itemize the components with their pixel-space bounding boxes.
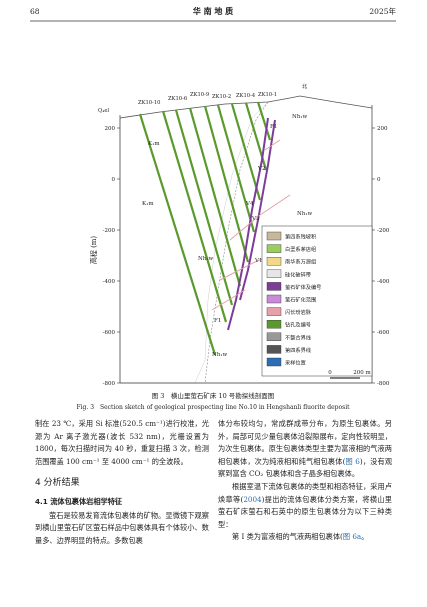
top-label: ZK10-6 <box>168 96 187 102</box>
terrain <box>119 95 373 119</box>
legend-swatch <box>266 269 282 278</box>
legend-label: 闪长玢岩脉 <box>285 308 312 316</box>
legend-label: 采样位置 <box>285 359 306 367</box>
top-label: ZK10-4 <box>236 93 256 99</box>
paragraph: 萤石是较易发育流体包裹体的矿物。显微镜下观察到横山里萤石矿区萤石样品中包裹体具有… <box>35 510 209 545</box>
unit-label: Nh₁w <box>292 114 308 120</box>
legend-label: 第四系残坡积 <box>285 233 316 241</box>
text: )，没有观察到富含 CO₂ 包裹体和含子晶多相包裹体。 <box>218 456 393 479</box>
y-tick-label: -200 <box>377 228 390 234</box>
unit-label: K₁m <box>148 141 160 147</box>
y-tick-label: -400 <box>103 279 116 285</box>
paragraph: 体分布较均匀，常成群成带分布，为原生包裹体。另外，局部可见少量包裹体沿裂隙展布，… <box>218 418 392 481</box>
top-label: ZK10-1 <box>258 92 277 98</box>
year: 2025年 <box>369 6 396 16</box>
paragraph: 制在 23 ℃，采用 Si 标准(520.5 cm⁻¹)进行校准，光源为 Ar … <box>35 419 209 466</box>
legend-swatch <box>266 257 282 266</box>
vein-label: V1 <box>254 258 262 264</box>
top-label: ZK10-2 <box>212 94 231 100</box>
y-tick-label: 200 <box>105 126 116 132</box>
legend-swatch <box>266 231 282 241</box>
citation[interactable]: 图 6 <box>345 456 360 466</box>
legend-label: 白垩系茅店组 <box>285 245 316 253</box>
y-tick-label: 0 <box>377 177 381 183</box>
y-tick-label: -800 <box>377 381 390 387</box>
text: 体分布较均匀，常成群成带分布，为原生包裹体。另外，局部可见少量包裹体沿裂隙展布，… <box>218 419 392 466</box>
section-heading: 4 分析结果 <box>35 478 80 489</box>
vein-label: F1 <box>270 124 277 130</box>
legend-swatch <box>266 244 282 253</box>
paragraph: 根据室温下流体包裹体的类型和相态特征，采用卢焕章等(2004)提出的流体包裹体分… <box>218 481 392 531</box>
legend-swatch <box>266 345 282 354</box>
text: )提出的流体包裹体分类方案，将横山里萤石矿床萤石和石英中的原生包裹体分为以下三种… <box>218 494 392 529</box>
vein-label: V3 <box>251 216 260 222</box>
y-axis-label: 高程 (m) <box>89 236 98 265</box>
subsection-heading: 4.1 流体包裹体岩相学特征 <box>35 496 123 506</box>
unit-label: Nh₁w <box>198 256 214 262</box>
citation[interactable]: 图 6a <box>342 532 362 542</box>
scale-label: 200 m <box>353 370 371 376</box>
caption-cn: 图 3 横山里萤石矿床 10 号勘探线剖面图 <box>152 391 275 400</box>
unit-label: Nh₁w <box>297 211 313 217</box>
left-column: 制在 23 ℃，采用 Si 标准(520.5 cm⁻¹)进行校准，光源为 Ar … <box>35 418 209 547</box>
top-label: Q₄el <box>98 108 109 114</box>
y-tick-label: -600 <box>103 330 116 336</box>
legend-label: 南华系万源组 <box>285 258 316 266</box>
text: 第 I 类为富液相的气液两相包裹体( <box>232 532 343 542</box>
right-column: 体分布较均匀，常成群成带分布，为原生包裹体。另外，局部可见少量包裹体沿裂隙展布，… <box>218 418 392 544</box>
drillholes <box>138 101 272 356</box>
vein-label: V2 <box>257 166 265 172</box>
legend-swatch <box>266 320 282 329</box>
paragraph: 第 I 类为富液相的气液两相包裹体(图 6a。 <box>218 531 392 544</box>
legend-swatch <box>266 332 282 341</box>
unit-label: K₁m <box>142 201 154 207</box>
y-tick-label: -800 <box>103 381 116 387</box>
legend-swatch <box>266 307 282 316</box>
journal-name: 华 南 地 质 <box>193 6 233 16</box>
top-label: 北 <box>302 82 308 90</box>
caption-en: Fig. 3 Section sketch of geological pros… <box>76 404 350 411</box>
y-tick-label: 200 <box>377 126 388 132</box>
legend-label: 第四系界线 <box>285 346 311 354</box>
citation[interactable]: 2004 <box>243 494 262 504</box>
legend-label: 萤石矿化范围 <box>285 296 316 304</box>
text: 。 <box>361 532 369 542</box>
y-tick-label: -600 <box>377 330 390 336</box>
vein-label: V4 <box>245 201 254 207</box>
vein-label: F1 <box>214 318 221 324</box>
page-number: 68 <box>30 7 40 16</box>
legend-label: 萤石矿体及编号 <box>285 283 321 291</box>
legend-label: 钻孔及编号 <box>285 321 311 329</box>
top-label: ZK10-10 <box>138 100 160 106</box>
ore-bodies <box>227 117 276 331</box>
legend-swatch <box>266 294 282 304</box>
text: 根据室温下流体包裹体的类型和相态特征，采用卢焕章等( <box>218 481 392 504</box>
legend-label: 不整合界线 <box>285 333 311 341</box>
y-tick-label: -400 <box>377 279 390 285</box>
unit-label: Nh₁w <box>212 352 228 358</box>
legend-swatch <box>266 357 282 367</box>
scale-label: 0 <box>328 370 332 376</box>
legend-label: 硅化破碎带 <box>285 270 311 278</box>
legend-swatch <box>266 282 282 291</box>
top-label: ZK10-9 <box>190 92 209 98</box>
y-tick-label: 0 <box>112 177 116 183</box>
y-tick-label: -200 <box>103 228 116 234</box>
